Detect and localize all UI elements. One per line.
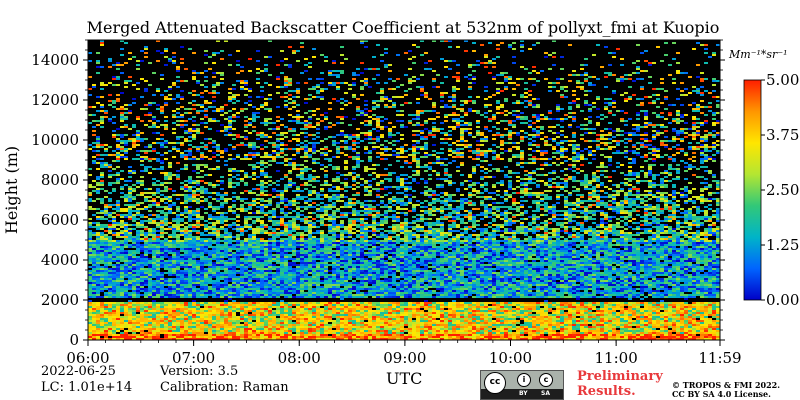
heatmap-image <box>88 40 720 340</box>
chart-title: Merged Attenuated Backscatter Coefficien… <box>87 18 720 37</box>
copyright-line-2: CC BY SA 4.0 License. <box>672 389 771 399</box>
colorbar-tick-label: 5.00 <box>766 71 799 89</box>
x-tick-label: 08:00 <box>278 349 321 367</box>
y-tick-label: 14000 <box>31 51 79 69</box>
colorbar-tick-label: 3.75 <box>766 126 799 144</box>
cc-license-badge: cc i c BY SA <box>480 370 564 400</box>
colorbar-unit: Mm⁻¹*sr⁻¹ <box>729 48 788 61</box>
colorbar-tick-label: 0.00 <box>766 291 799 309</box>
attribution-icon: i <box>517 373 531 387</box>
x-tick-label: 11:00 <box>595 349 638 367</box>
colorbar-tick-label: 2.50 <box>766 181 799 199</box>
x-axis: 06:00 07:00 08:00 09:00 10:00 11:00 11:59 <box>66 340 742 367</box>
y-tick-label: 0 <box>69 331 79 349</box>
footer-version: Version: 3.5 <box>160 364 239 379</box>
x-tick-label: 07:00 <box>172 349 215 367</box>
y-tick-label: 6000 <box>41 211 79 229</box>
copyright-line-1: © TROPOS & FMI 2022. <box>672 380 781 390</box>
colorbar <box>743 79 762 301</box>
y-tick-label: 8000 <box>41 171 79 189</box>
cc-by-label: BY <box>519 390 528 397</box>
colorbar-ticks: 0.00 1.25 2.50 3.75 5.00 <box>761 71 799 309</box>
footer-calibration: Calibration: Raman <box>160 380 289 395</box>
x-axis-label: UTC <box>386 369 423 388</box>
y-tick-label: 4000 <box>41 251 79 269</box>
preliminary-text-1: Preliminary <box>577 369 663 384</box>
cc-icon: cc <box>484 372 506 394</box>
footer-lc: LC: 1.01e+14 <box>41 380 133 395</box>
share-alike-icon: c <box>539 373 553 387</box>
y-axis: 0 2000 4000 6000 8000 10000 12000 14000 <box>31 39 725 349</box>
y-tick-label: 10000 <box>31 131 79 149</box>
y-tick-label: 2000 <box>41 291 79 309</box>
backscatter-heatmap <box>88 40 720 340</box>
colorbar-tick-label: 1.25 <box>766 236 799 254</box>
preliminary-text-2: Results. <box>577 384 636 399</box>
footer-date: 2022-06-25 <box>41 364 116 379</box>
x-tick-label: 10:00 <box>489 349 532 367</box>
x-tick-label: 11:59 <box>698 349 741 367</box>
x-tick-label: 06:00 <box>66 349 109 367</box>
y-axis-label: Height (m) <box>2 146 21 234</box>
y-tick-label: 12000 <box>31 91 79 109</box>
x-tick-label: 09:00 <box>383 349 426 367</box>
cc-sa-label: SA <box>541 390 550 397</box>
